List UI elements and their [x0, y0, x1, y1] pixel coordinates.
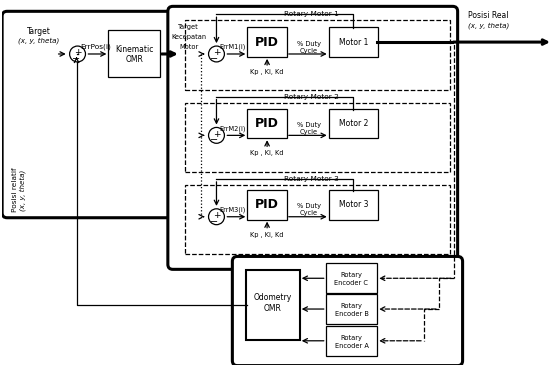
Text: Target: Target — [179, 24, 199, 30]
Text: (x, y, theta): (x, y, theta) — [468, 22, 509, 29]
FancyBboxPatch shape — [246, 270, 300, 340]
Text: Motor 2: Motor 2 — [339, 119, 368, 128]
FancyBboxPatch shape — [326, 264, 377, 293]
Text: ErrM3(i): ErrM3(i) — [219, 206, 246, 213]
FancyBboxPatch shape — [326, 326, 377, 356]
FancyBboxPatch shape — [2, 11, 173, 218]
Text: Motor 1: Motor 1 — [339, 38, 368, 46]
Text: ErrM2(i): ErrM2(i) — [219, 125, 246, 132]
FancyBboxPatch shape — [329, 190, 378, 220]
Text: Target: Target — [27, 27, 51, 36]
Text: Kp , Ki, Kd: Kp , Ki, Kd — [251, 150, 284, 156]
Text: Encoder C: Encoder C — [334, 280, 368, 286]
Text: Motor 3: Motor 3 — [339, 200, 368, 209]
Text: Rotary: Rotary — [340, 335, 362, 341]
FancyBboxPatch shape — [247, 109, 287, 138]
Text: PID: PID — [255, 198, 279, 211]
Text: Motor: Motor — [179, 44, 198, 50]
Text: Encoder A: Encoder A — [334, 343, 368, 349]
FancyBboxPatch shape — [247, 190, 287, 220]
FancyBboxPatch shape — [168, 6, 458, 269]
Text: (x, y, theta): (x, y, theta) — [18, 38, 60, 44]
Text: PID: PID — [255, 36, 279, 49]
Text: Encoder B: Encoder B — [334, 311, 368, 317]
Circle shape — [209, 127, 224, 143]
Text: OMR: OMR — [125, 55, 143, 64]
Text: Kp , Ki, Kd: Kp , Ki, Kd — [251, 69, 284, 75]
Circle shape — [209, 46, 224, 62]
Text: PID: PID — [255, 117, 279, 130]
Text: Odometry: Odometry — [254, 293, 292, 302]
Text: −: − — [210, 217, 219, 227]
Text: % Duty
Cycle: % Duty Cycle — [297, 41, 321, 53]
FancyBboxPatch shape — [247, 27, 287, 57]
Text: % Duty
Cycle: % Duty Cycle — [297, 203, 321, 216]
Text: Rotary Motor 2: Rotary Motor 2 — [285, 94, 339, 100]
Text: Rotary: Rotary — [340, 303, 362, 309]
Circle shape — [209, 209, 224, 225]
Text: +: + — [213, 211, 220, 220]
Text: Rotary: Rotary — [340, 272, 362, 278]
Text: (x, y, theta): (x, y, theta) — [20, 169, 26, 210]
FancyBboxPatch shape — [108, 30, 160, 77]
Text: +: + — [213, 48, 220, 57]
Text: Posisi Real: Posisi Real — [468, 11, 509, 20]
Text: Kecepatan: Kecepatan — [171, 34, 206, 40]
FancyBboxPatch shape — [232, 257, 463, 366]
Text: Posisi relatif: Posisi relatif — [12, 168, 18, 212]
Text: Kinematic: Kinematic — [115, 45, 153, 53]
Text: Rotary Motor 1: Rotary Motor 1 — [285, 11, 339, 17]
Text: +: + — [213, 130, 220, 139]
Text: +: + — [74, 48, 81, 57]
Text: Kp , Ki, Kd: Kp , Ki, Kd — [251, 232, 284, 238]
Circle shape — [70, 46, 85, 62]
Text: −: − — [210, 54, 219, 64]
Text: Rotary Motor 3: Rotary Motor 3 — [285, 176, 339, 182]
Text: −: − — [71, 54, 80, 64]
Text: ErrM1(i): ErrM1(i) — [219, 44, 246, 50]
Text: OMR: OMR — [264, 303, 282, 313]
FancyBboxPatch shape — [329, 27, 378, 57]
FancyBboxPatch shape — [329, 109, 378, 138]
Text: −: − — [210, 135, 219, 145]
Text: ErrPos(i): ErrPos(i) — [80, 44, 111, 50]
Text: % Duty
Cycle: % Duty Cycle — [297, 122, 321, 135]
FancyBboxPatch shape — [326, 294, 377, 324]
